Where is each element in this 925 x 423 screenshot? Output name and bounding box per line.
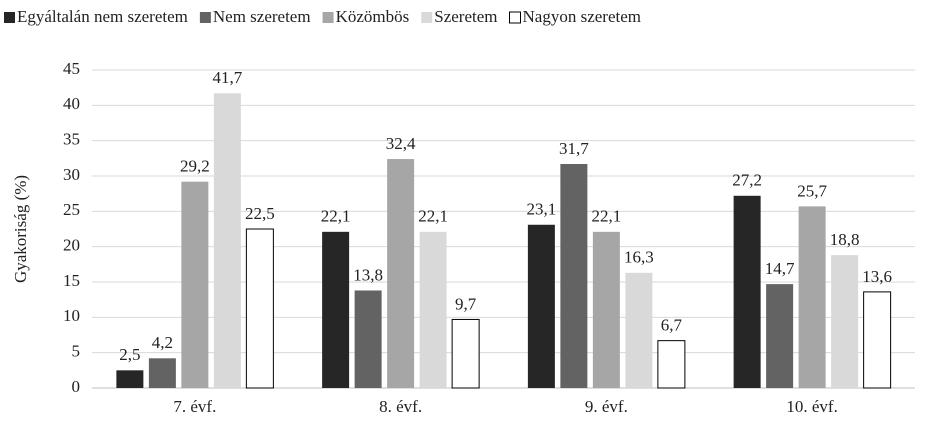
bar: [625, 272, 653, 388]
data-label: 25,7: [797, 181, 827, 200]
y-tick-label: 5: [72, 342, 81, 361]
legend-label: Egyáltalán nem szeretem: [17, 7, 188, 26]
bar: [657, 340, 686, 389]
data-label: 2,5: [119, 345, 140, 364]
y-axis-label: Gyakoriság (%): [11, 175, 30, 283]
x-tick-label: 7. évf.: [173, 397, 216, 416]
bar: [592, 231, 620, 388]
x-tick-label: 10. évf.: [786, 397, 837, 416]
data-label: 29,2: [180, 157, 210, 176]
bar: [863, 291, 892, 389]
bar: [354, 290, 382, 388]
y-tick-label: 20: [63, 236, 80, 255]
data-label: 22,1: [592, 207, 622, 226]
y-tick-label: 45: [63, 59, 80, 78]
bar: [831, 255, 859, 388]
bar: [322, 231, 350, 388]
x-tick-label: 8. évf.: [379, 397, 422, 416]
bar: [451, 318, 480, 389]
data-label: 13,8: [353, 265, 383, 284]
data-label: 41,7: [213, 68, 243, 87]
data-label: 16,3: [624, 248, 654, 267]
bar: [419, 231, 447, 388]
data-label: 18,8: [830, 230, 860, 249]
bar: [116, 370, 144, 388]
x-tick-label: 9. évf.: [585, 397, 628, 416]
bar: [733, 195, 761, 388]
bar: [527, 224, 555, 388]
bar: [148, 358, 176, 388]
data-label: 22,1: [321, 207, 351, 226]
data-label: 9,7: [455, 294, 477, 313]
bar: [387, 159, 415, 388]
y-tick-label: 40: [63, 94, 80, 113]
y-tick-label: 0: [72, 377, 81, 396]
legend-swatch: [199, 12, 211, 23]
bar: [181, 181, 209, 388]
y-tick-label: 35: [63, 130, 80, 149]
bar: [560, 163, 588, 388]
y-tick-label: 15: [63, 271, 80, 290]
y-tick-label: 30: [63, 165, 80, 184]
data-label: 23,1: [527, 200, 557, 219]
y-tick-label: 10: [63, 306, 80, 325]
data-label: 22,5: [245, 204, 275, 223]
bar: [798, 206, 826, 388]
legend-swatch: [509, 11, 521, 24]
bar: [766, 284, 794, 388]
legend-label: Nagyon szeretem: [523, 7, 641, 26]
bar: [213, 93, 241, 388]
data-label: 32,4: [386, 134, 416, 153]
legend-label: Közömbös: [336, 7, 410, 26]
legend-swatch: [421, 12, 433, 23]
data-label: 6,7: [661, 316, 683, 335]
data-label: 4,2: [152, 333, 173, 352]
data-label: 31,7: [559, 139, 589, 158]
y-tick-label: 25: [63, 200, 80, 219]
legend-swatch: [4, 12, 15, 23]
data-label: 27,2: [732, 171, 762, 190]
data-label: 13,6: [862, 267, 892, 286]
data-label: 22,1: [418, 207, 448, 226]
legend-label: Nem szeretem: [213, 7, 311, 26]
legend-label: Szeretem: [434, 7, 497, 26]
data-label: 14,7: [765, 259, 795, 278]
legend-swatch: [322, 12, 334, 23]
bar: [245, 228, 274, 389]
